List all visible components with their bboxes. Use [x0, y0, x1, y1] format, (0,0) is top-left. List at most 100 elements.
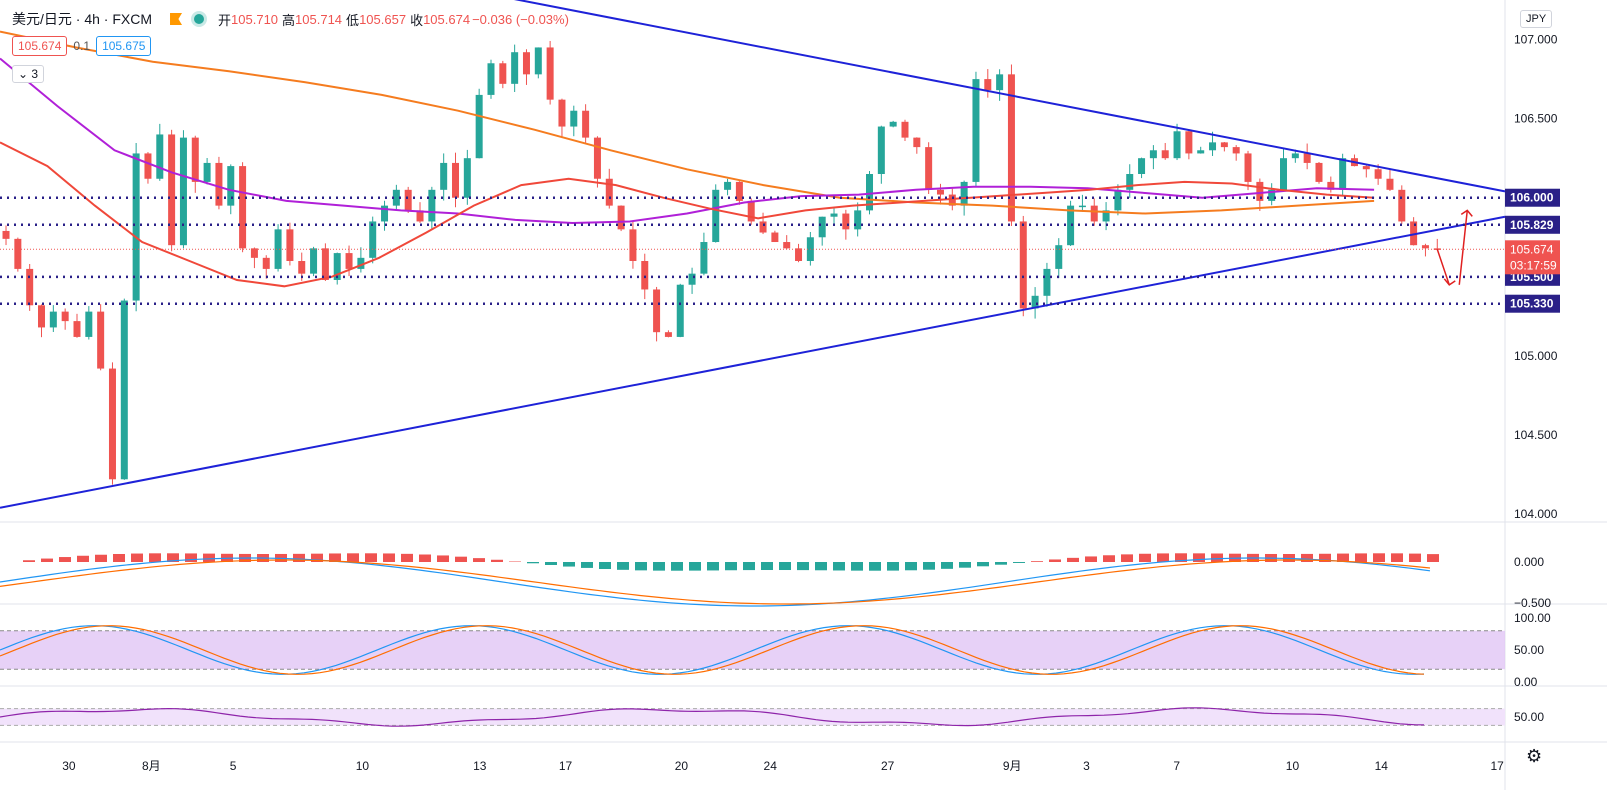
arrow-head: [1460, 209, 1473, 217]
macd-histogram-bar: [1031, 561, 1043, 562]
buy-button[interactable]: 105.675: [96, 36, 152, 56]
candle: [1303, 153, 1311, 163]
macd-histogram-bar: [131, 553, 143, 562]
candle: [250, 248, 258, 258]
candle: [901, 121, 909, 138]
candle: [168, 134, 176, 246]
macd-histogram-bar: [401, 553, 413, 562]
macd-histogram-bar: [113, 553, 125, 562]
candle: [1197, 150, 1205, 154]
macd-histogram-bar: [1103, 555, 1115, 562]
flag-icon[interactable]: [170, 13, 183, 25]
candle: [747, 200, 755, 222]
price-axis-tick: 104.500: [1514, 428, 1558, 442]
arrow-head: [1443, 278, 1456, 286]
change-value: −0.036 (−0.03%): [472, 11, 569, 27]
candle: [1126, 174, 1134, 190]
candle: [936, 189, 944, 195]
macd-histogram-bar: [563, 562, 575, 567]
candle: [463, 158, 471, 198]
macd-histogram-bar: [869, 562, 881, 571]
macd-histogram-bar: [473, 558, 485, 562]
macd-histogram-bar: [671, 562, 683, 571]
candle: [416, 210, 424, 222]
time-axis-tick: 9月: [1003, 759, 1022, 773]
macd-histogram-bar: [905, 562, 917, 571]
macd-histogram-bar: [797, 562, 809, 571]
candle: [487, 63, 495, 95]
candle: [1055, 245, 1063, 269]
time-axis-tick: 17: [1490, 759, 1504, 773]
macd-histogram-bar: [653, 562, 665, 571]
macd-histogram-bar: [149, 553, 161, 562]
candle: [795, 248, 803, 261]
macd-axis-tick: −0.500: [1514, 596, 1551, 610]
time-axis-tick: 3: [1083, 759, 1090, 773]
trendline-lower[interactable]: [0, 215, 1506, 509]
close-label: 收: [410, 12, 424, 28]
time-axis-tick: 5: [230, 759, 237, 773]
time-axis-tick: 13: [473, 759, 487, 773]
chevron-down-icon: ⌄: [18, 67, 29, 81]
indicators-collapse-button[interactable]: ⌄ 3: [12, 65, 45, 83]
rsi-band: [0, 708, 1505, 726]
candle: [404, 189, 412, 211]
stoch-d-line: [0, 625, 1425, 675]
candle: [676, 284, 684, 337]
macd-histogram-bar: [455, 556, 467, 562]
candle: [546, 47, 554, 100]
candle: [854, 210, 862, 230]
candle: [570, 110, 578, 127]
macd-histogram-bar: [743, 562, 755, 571]
macd-histogram-bar: [617, 562, 629, 570]
time-axis-tick: 7: [1173, 759, 1180, 773]
macd-histogram-bar: [815, 562, 827, 571]
time-axis-tick: 17: [559, 759, 573, 773]
projection-arrow[interactable]: [1436, 210, 1469, 286]
time-axis-tick: 24: [764, 759, 778, 773]
time-axis-tick: 10: [356, 759, 370, 773]
symbol-title[interactable]: 美元/日元 · 4h · FXCM: [12, 11, 153, 27]
currency-button[interactable]: JPY: [1520, 10, 1553, 28]
candle: [1220, 142, 1228, 148]
level-label-box: [1505, 294, 1560, 313]
time-axis-tick: 27: [881, 759, 895, 773]
macd-histogram-bar: [1175, 553, 1187, 562]
candle: [617, 205, 625, 230]
bar-countdown: 03:17:59: [1510, 258, 1557, 272]
sell-button[interactable]: 105.674: [12, 36, 68, 56]
macd-histogram-bar: [977, 562, 989, 567]
macd-histogram-bar: [1121, 554, 1133, 562]
candle: [286, 229, 294, 261]
open-value: 105.710: [231, 11, 279, 27]
high-label: 高: [282, 12, 296, 28]
candle: [262, 257, 270, 269]
candle: [1149, 150, 1157, 159]
candle: [877, 126, 885, 174]
macd-histogram-bar: [365, 553, 377, 562]
gear-icon[interactable]: ⚙: [1526, 746, 1543, 766]
candle: [783, 242, 791, 249]
candle: [1043, 268, 1051, 296]
high-value: 105.714: [295, 11, 343, 27]
candle: [215, 162, 223, 206]
candle: [735, 181, 743, 201]
macd-histogram-bar: [185, 553, 197, 562]
candle: [369, 221, 377, 258]
trendline-upper[interactable]: [421, 0, 1506, 193]
macd-histogram-bar: [77, 555, 89, 562]
macd-histogram-bar: [851, 562, 863, 571]
candle: [1386, 178, 1394, 190]
macd-histogram-bar: [95, 554, 107, 562]
ma-slow-line: [0, 30, 1375, 215]
low-value: 105.657: [359, 11, 407, 27]
candle: [392, 189, 400, 206]
price-axis-tick: 105.000: [1514, 349, 1558, 363]
candle: [842, 213, 850, 230]
level-label: 106.000: [1510, 191, 1554, 205]
macd-histogram-bar: [311, 553, 323, 562]
candle: [227, 166, 235, 206]
macd-histogram-bar: [779, 562, 791, 571]
macd-histogram-bar: [1139, 553, 1151, 562]
